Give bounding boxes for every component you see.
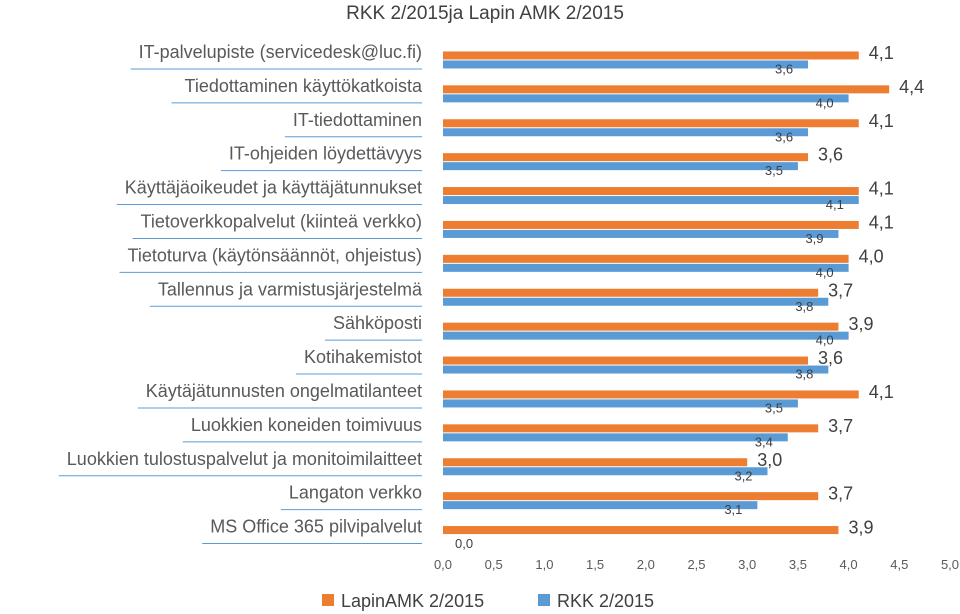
legend-label-rkk: RKK 2/2015 bbox=[557, 591, 654, 611]
data-label-rkk: 4,1 bbox=[826, 197, 844, 212]
bar-rkk bbox=[443, 128, 809, 137]
x-tick-label: 0,5 bbox=[485, 557, 503, 572]
bar-rkk bbox=[443, 263, 849, 272]
bar-lapin bbox=[443, 526, 839, 535]
data-label-rkk: 3,1 bbox=[724, 502, 742, 517]
data-label-lapin: 4,0 bbox=[859, 246, 884, 266]
data-label-rkk: 3,6 bbox=[775, 129, 793, 144]
category-label: IT-tiedottaminen bbox=[293, 110, 422, 130]
data-label-lapin: 3,7 bbox=[828, 416, 853, 436]
bar-lapin bbox=[443, 153, 809, 162]
bar-lapin bbox=[443, 492, 819, 501]
legend: LapinAMK 2/2015 RKK 2/2015 bbox=[322, 591, 654, 611]
bar-rkk bbox=[443, 433, 788, 442]
data-label-rkk: 3,6 bbox=[775, 61, 793, 76]
category-label: Luokkien tulostuspalvelut ja monitoimila… bbox=[67, 449, 422, 469]
category-label: Tiedottaminen käyttökatkoista bbox=[185, 76, 423, 96]
data-label-lapin: 3,0 bbox=[757, 450, 782, 470]
category-label: MS Office 365 pilvipalvelut bbox=[210, 517, 422, 537]
data-label-rkk: 3,8 bbox=[795, 299, 813, 314]
bar-lapin bbox=[443, 356, 809, 365]
category-label: Tallennus ja varmistusjärjestelmä bbox=[158, 279, 423, 299]
data-label-rkk: 3,5 bbox=[765, 163, 783, 178]
chart-title: RKK 2/2015ja Lapin AMK 2/2015 bbox=[346, 3, 624, 24]
category-label: Langaton verkko bbox=[289, 483, 422, 503]
category-label: IT-palvelupiste (servicedesk@luc.fi) bbox=[139, 42, 422, 62]
bars bbox=[443, 51, 890, 535]
bar-rkk bbox=[443, 94, 849, 103]
category-labels: IT-palvelupiste (servicedesk@luc.fi) Tied… bbox=[58, 42, 423, 545]
category-label: IT-ohjeiden löydettävyys bbox=[229, 144, 422, 164]
bar-lapin bbox=[443, 390, 859, 399]
bar-lapin bbox=[443, 254, 849, 263]
bar-rkk bbox=[443, 467, 768, 476]
bar-rkk bbox=[443, 331, 849, 340]
data-label-lapin: 4,4 bbox=[899, 77, 924, 97]
data-label-rkk: 4,0 bbox=[816, 265, 834, 280]
data-label-rkk: 4,0 bbox=[816, 333, 834, 348]
data-label-lapin: 3,9 bbox=[848, 518, 873, 538]
legend-label-lapin: LapinAMK 2/2015 bbox=[341, 591, 484, 611]
x-tick-label: 2,0 bbox=[637, 557, 655, 572]
data-label-rkk: 3,8 bbox=[795, 367, 813, 382]
data-label-lapin: 4,1 bbox=[869, 212, 894, 232]
data-label-lapin: 3,6 bbox=[818, 145, 843, 165]
bar-lapin bbox=[443, 119, 859, 128]
bar-lapin bbox=[443, 220, 859, 229]
data-label-lapin: 4,1 bbox=[869, 179, 894, 199]
data-label-rkk: 3,4 bbox=[755, 434, 773, 449]
x-tick-label: 4,0 bbox=[840, 557, 858, 572]
bar-lapin bbox=[443, 187, 859, 196]
x-tick-label: 0,0 bbox=[434, 557, 452, 572]
data-labels: 4,1 3,6 4,4 4,0 4,1 3,6 3,6 3,5 4,1 4,1 4,1 3,9 4,0 4… bbox=[455, 43, 924, 551]
bar-rkk bbox=[443, 60, 809, 69]
data-label-rkk: 0,0 bbox=[455, 536, 473, 551]
category-label: Tietoturva (käytönsäännöt, ohjeistus) bbox=[128, 245, 423, 265]
x-tick-label: 2,5 bbox=[687, 557, 705, 572]
bar-lapin bbox=[443, 322, 839, 331]
bar-lapin bbox=[443, 424, 819, 433]
bar-rkk bbox=[443, 501, 758, 510]
category-label: Tietoverkkopalvelut (kiinteä verkko) bbox=[141, 211, 422, 231]
bar-rkk bbox=[443, 297, 829, 306]
x-tick-label: 3,5 bbox=[789, 557, 807, 572]
bar-rkk bbox=[443, 399, 798, 408]
data-label-rkk: 4,0 bbox=[816, 95, 834, 110]
bar-lapin bbox=[443, 288, 819, 297]
data-label-rkk: 3,9 bbox=[805, 231, 823, 246]
data-label-lapin: 3,7 bbox=[828, 280, 853, 300]
bar-lapin bbox=[443, 51, 859, 60]
category-label: Käyttäjäoikeudet ja käyttäjätunnukset bbox=[125, 178, 422, 198]
x-tick-label: 1,5 bbox=[586, 557, 604, 572]
data-label-rkk: 3,2 bbox=[734, 468, 752, 483]
data-label-rkk: 3,5 bbox=[765, 400, 783, 415]
x-tick-label: 5,0 bbox=[941, 557, 959, 572]
x-tick-label: 1,0 bbox=[535, 557, 553, 572]
data-label-lapin: 4,1 bbox=[869, 43, 894, 63]
data-label-lapin: 4,1 bbox=[869, 382, 894, 402]
bar-rkk bbox=[443, 162, 798, 171]
bar-lapin bbox=[443, 458, 748, 467]
bar-rkk bbox=[443, 196, 859, 205]
category-label: Sähköposti bbox=[333, 313, 422, 333]
category-label: Käytäjätunnusten ongelmatilanteet bbox=[146, 381, 422, 401]
bar-rkk bbox=[443, 365, 829, 374]
x-tick-label: 4,5 bbox=[890, 557, 908, 572]
x-axis: 0,0 0,5 1,0 1,5 2,0 2,5 3,0 3,5 4,0 4,5 5,0 bbox=[434, 557, 959, 572]
legend-swatch-rkk bbox=[538, 594, 550, 606]
data-label-lapin: 3,9 bbox=[848, 314, 873, 334]
bar-lapin bbox=[443, 85, 890, 94]
data-label-lapin: 4,1 bbox=[869, 111, 894, 131]
data-label-lapin: 3,7 bbox=[828, 484, 853, 504]
category-label: Kotihakemistot bbox=[304, 347, 422, 367]
x-tick-label: 3,0 bbox=[738, 557, 756, 572]
data-label-lapin: 3,6 bbox=[818, 348, 843, 368]
legend-swatch-lapin bbox=[322, 594, 334, 606]
category-label: Luokkien koneiden toimivuus bbox=[191, 415, 422, 435]
bar-rkk bbox=[443, 229, 839, 238]
